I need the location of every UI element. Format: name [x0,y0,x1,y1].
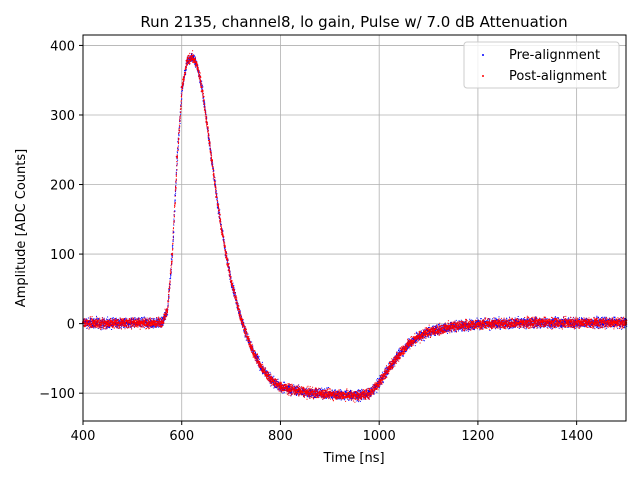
series-layer [82,50,628,403]
y-tick-label: 0 [67,318,75,333]
series-post-alignment [82,50,628,403]
y-axis-label: Amplitude [ADC Counts] [14,149,29,307]
x-axis-ticks: 400 600 800 1000 1200 1400 [71,421,593,444]
series-point-cloud [82,53,628,403]
legend-marker-pre-alignment [482,54,484,56]
x-tick-label: 1200 [461,429,494,444]
legend: Pre-alignment Post-alignment [463,41,620,89]
x-tick-label: 800 [268,429,293,444]
plot-frame [82,34,627,422]
y-tick-label: 100 [50,248,75,263]
chart-title: Run 2135, channel8, lo gain, Pulse w/ 7.… [140,13,567,31]
x-axis-label: Time [ns] [322,451,384,466]
x-tick-label: 600 [169,429,194,444]
legend-box [463,41,620,89]
grid [82,35,626,421]
y-tick-label: 300 [50,109,75,124]
y-tick-label: 200 [50,179,75,194]
x-tick-label: 1000 [363,429,396,444]
y-axis-ticks: −100 0 100 200 300 400 [39,39,83,402]
legend-label-pre-alignment: Pre-alignment [509,48,600,63]
legend-marker-post-alignment [482,75,484,77]
y-tick-label: 400 [50,39,75,54]
series-point-cloud [82,50,628,403]
series-pre-alignment [82,53,628,403]
y-tick-label: −100 [39,387,75,402]
legend-label-post-alignment: Post-alignment [509,69,607,84]
x-tick-label: 400 [71,429,96,444]
x-tick-label: 1400 [560,429,593,444]
